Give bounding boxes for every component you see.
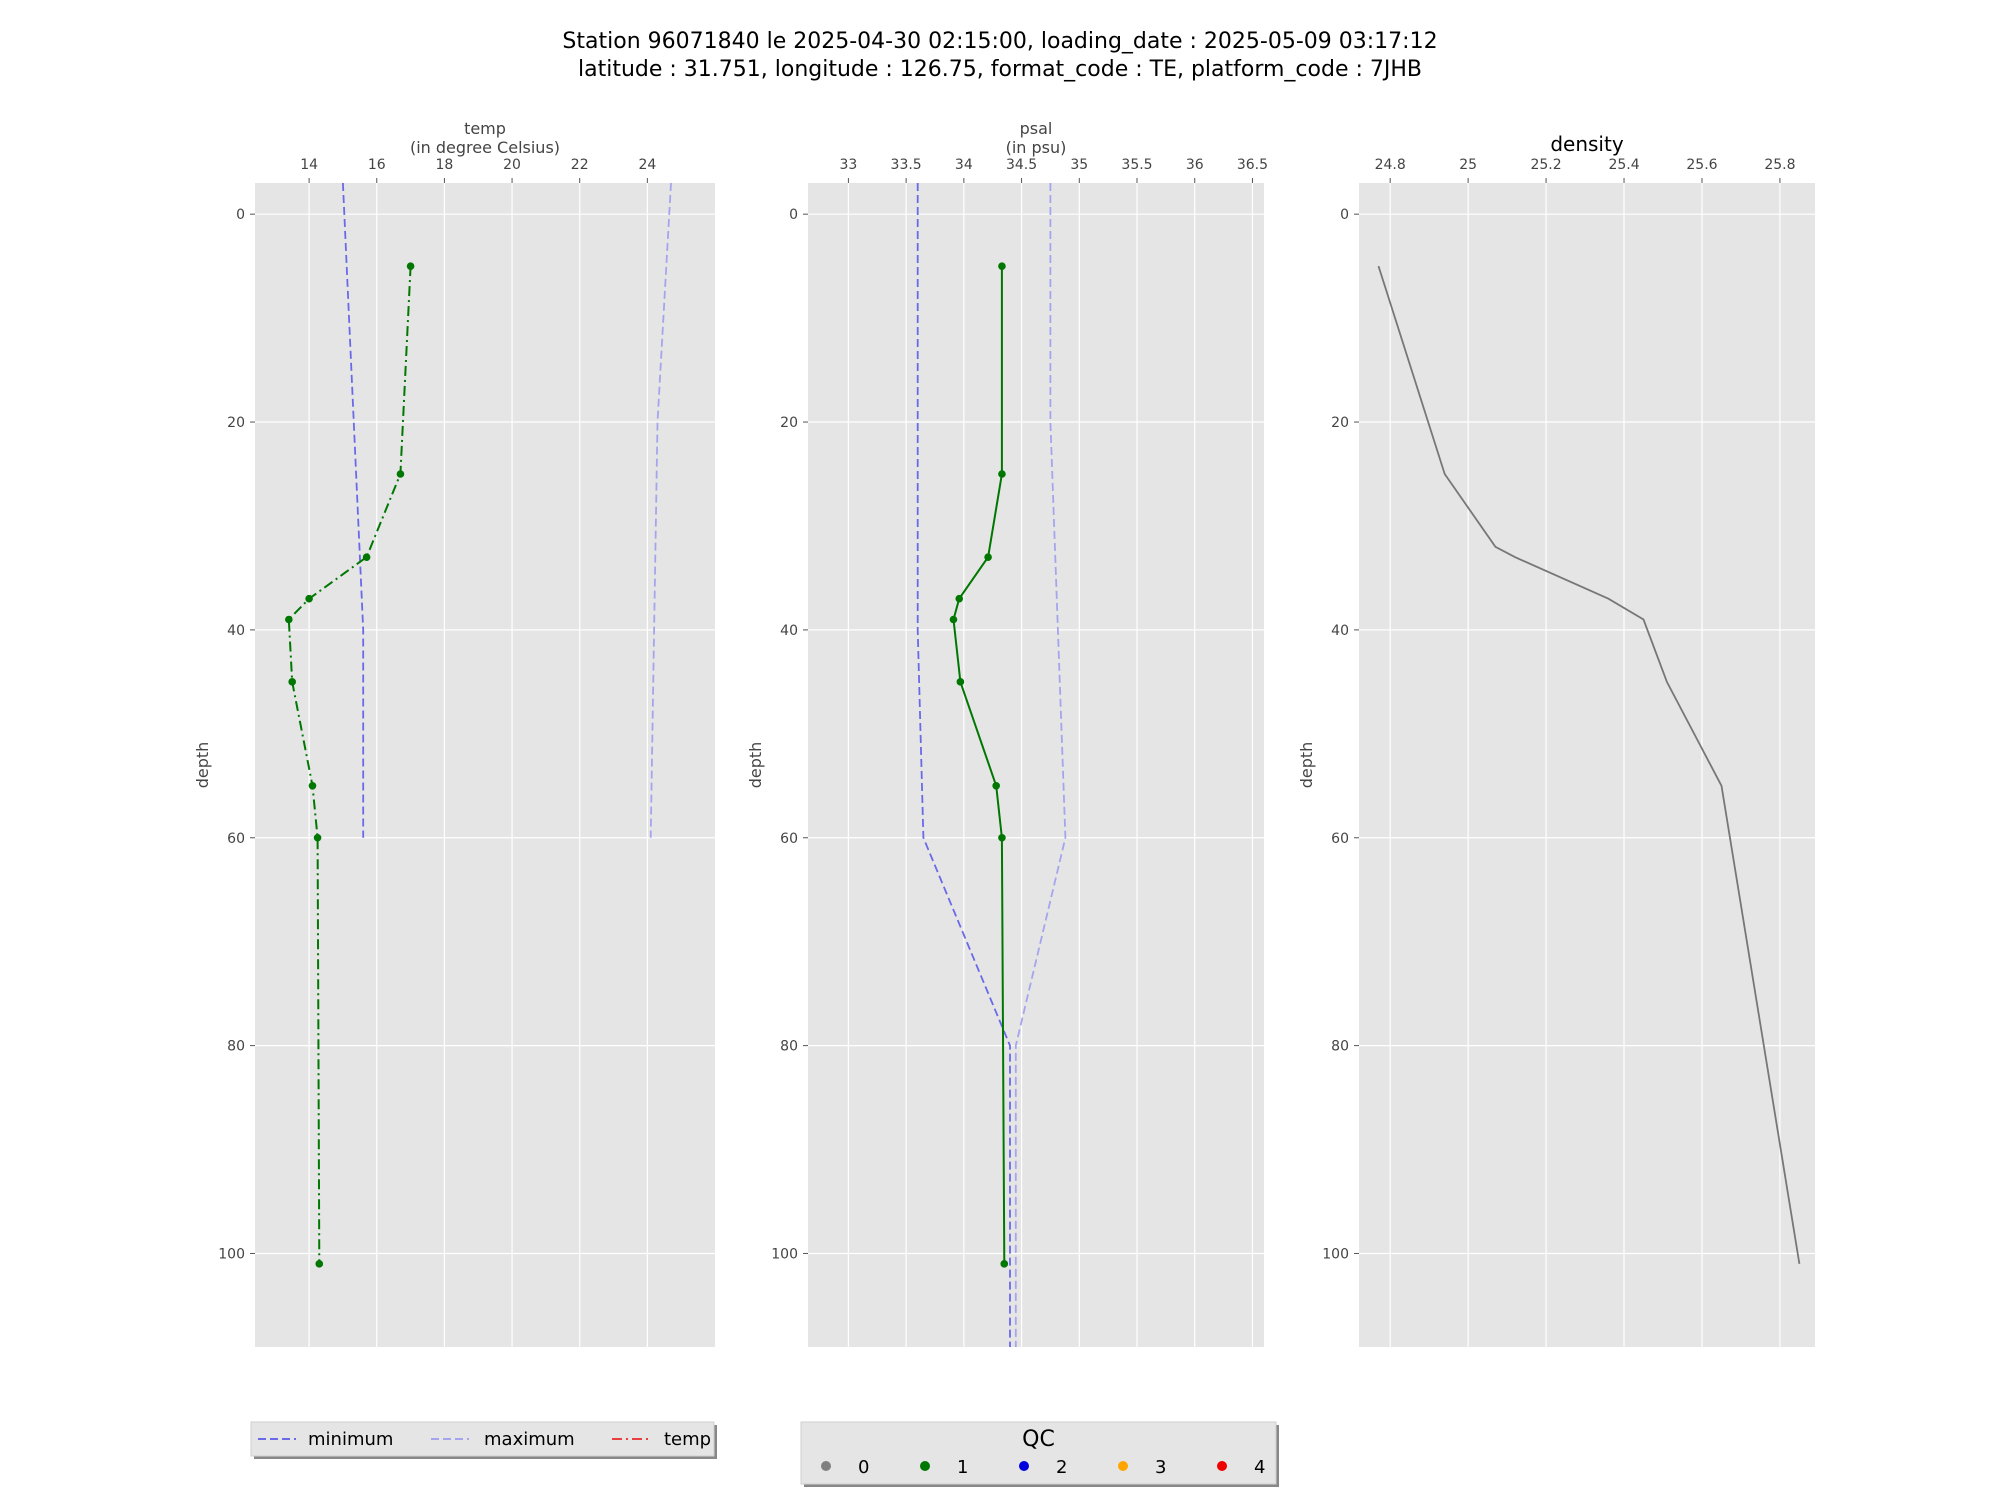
legend-qc-marker-4 xyxy=(1217,1461,1227,1471)
x-tick-label: 25.8 xyxy=(1764,157,1795,173)
data-point-temp xyxy=(288,678,297,686)
y-tick-label: 60 xyxy=(227,831,245,847)
panel-title: density xyxy=(1550,132,1623,156)
x-tick-label: 20 xyxy=(503,157,521,173)
data-point-temp xyxy=(285,615,293,624)
y-axis-label: depth xyxy=(746,742,765,789)
chart-panel-3: 24.8 25 25.2 25.4 25.6 25.8 0 20 40 60 80 100 densit… xyxy=(1297,132,1815,1347)
y-tick-label: 60 xyxy=(780,831,798,847)
data-point-psal xyxy=(998,833,1006,842)
x-tick-label: 36.5 xyxy=(1237,157,1268,173)
x-axis-label: temp xyxy=(464,119,506,138)
legend-qc-marker-3 xyxy=(1118,1461,1128,1471)
data-point-psal xyxy=(956,678,965,686)
y-tick-label: 100 xyxy=(1322,1246,1349,1262)
x-tick-label: 25.6 xyxy=(1686,157,1717,173)
x-tick-label: 34.5 xyxy=(1006,157,1037,173)
x-tick-label: 22 xyxy=(571,157,589,173)
y-tick-label: 0 xyxy=(1340,207,1349,223)
figure-title-line1: Station 96071840 le 2025-04-30 02:15:00,… xyxy=(562,29,1437,54)
data-point-psal xyxy=(998,470,1006,478)
plot-area-background xyxy=(255,183,715,1347)
y-axis-label: depth xyxy=(1297,742,1316,789)
x-tick-label: 33.5 xyxy=(891,157,922,173)
chart-panel-2: 33 33.5 34 34.5 35 35.5 36 36.5 0 20 40 60 80 100 psal… xyxy=(746,119,1268,1347)
legend-qc-marker-0 xyxy=(821,1461,831,1471)
legend-label-temp: temp xyxy=(664,1429,711,1450)
x-tick-label: 14 xyxy=(300,157,318,173)
chart-panel-1: 14 16 18 20 22 24 0 20 40 60 80 100 temp(in degree C… xyxy=(193,119,715,1347)
y-tick-label: 80 xyxy=(1331,1039,1349,1055)
x-tick-label: 33 xyxy=(839,157,857,173)
y-tick-label: 0 xyxy=(236,207,245,223)
data-point-temp xyxy=(315,1260,324,1268)
y-tick-label: 80 xyxy=(227,1039,245,1055)
y-tick-label: 20 xyxy=(1331,415,1349,431)
legends-group: minimum maximum temp QC 0 1 2 3 4 xyxy=(250,1421,1279,1487)
y-tick-label: 60 xyxy=(1331,831,1349,847)
x-axis-unit: (in degree Celsius) xyxy=(410,138,560,157)
plot-area-background xyxy=(808,183,1264,1347)
data-point-psal xyxy=(992,781,1000,790)
legend-qc-label-3: 3 xyxy=(1155,1457,1166,1478)
y-tick-label: 40 xyxy=(227,623,245,639)
data-point-temp xyxy=(305,594,313,603)
series-line-temp xyxy=(287,266,412,1264)
series-line-minimum xyxy=(916,183,1011,1347)
legend-qc-box xyxy=(800,1421,1277,1485)
data-point-psal xyxy=(955,594,964,603)
x-tick-label: 18 xyxy=(435,157,453,173)
x-tick-label: 25.2 xyxy=(1530,157,1561,173)
legend-qc-label-0: 0 xyxy=(858,1457,869,1478)
data-point-temp xyxy=(313,833,322,842)
data-point-temp xyxy=(406,262,415,270)
data-point-psal xyxy=(984,553,992,561)
series-line-minimum xyxy=(342,182,365,838)
x-tick-label: 36 xyxy=(1186,157,1204,173)
legend-qc-marker-1 xyxy=(920,1461,930,1471)
y-tick-label: 40 xyxy=(780,623,798,639)
x-tick-label: 34 xyxy=(955,157,973,173)
y-tick-label: 100 xyxy=(218,1246,245,1262)
data-point-temp xyxy=(362,553,371,561)
legend-qc-marker-2 xyxy=(1019,1461,1029,1471)
y-tick-label: 40 xyxy=(1331,623,1349,639)
y-tick-label: 0 xyxy=(789,207,798,223)
x-tick-label: 25 xyxy=(1459,157,1477,173)
series-line-maximum xyxy=(1014,183,1067,1347)
x-tick-label: 24 xyxy=(638,157,656,173)
y-tick-label: 20 xyxy=(227,415,245,431)
y-tick-label: 100 xyxy=(771,1246,798,1262)
x-tick-label: 16 xyxy=(368,157,386,173)
x-tick-label: 35 xyxy=(1070,157,1088,173)
x-tick-label: 25.4 xyxy=(1608,157,1639,173)
data-point-psal xyxy=(949,615,958,624)
x-axis-unit: (in psu) xyxy=(1006,138,1067,157)
legend-qc-label-2: 2 xyxy=(1056,1457,1067,1478)
series-line-maximum xyxy=(649,182,672,838)
series-line-density xyxy=(1377,265,1801,1265)
legend-qc-label-4: 4 xyxy=(1254,1457,1265,1478)
y-tick-label: 80 xyxy=(780,1039,798,1055)
data-point-psal xyxy=(998,262,1006,270)
panels-group: 14 16 18 20 22 24 0 20 40 60 80 100 temp(in degree C… xyxy=(193,119,1815,1347)
x-axis-label: psal xyxy=(1020,119,1053,138)
legend-qc-title: QC xyxy=(1022,1427,1055,1452)
y-axis-label: depth xyxy=(193,742,212,789)
legend-qc-label-1: 1 xyxy=(957,1457,968,1478)
legend-label-minimum: minimum xyxy=(308,1429,393,1450)
plot-area-background xyxy=(1359,183,1815,1347)
data-point-temp xyxy=(396,470,405,478)
x-tick-label: 35.5 xyxy=(1121,157,1152,173)
figure-title-line2: latitude : 31.751, longitude : 126.75, f… xyxy=(578,57,1422,82)
data-point-psal xyxy=(1000,1260,1009,1268)
legend-label-maximum: maximum xyxy=(484,1429,575,1450)
x-tick-label: 24.8 xyxy=(1375,157,1406,173)
data-point-temp xyxy=(308,781,317,790)
y-tick-label: 20 xyxy=(780,415,798,431)
